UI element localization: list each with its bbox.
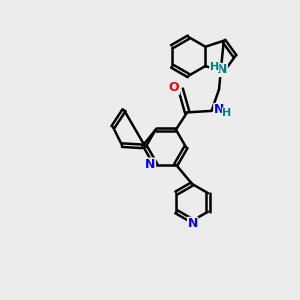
Text: H: H [210, 62, 219, 72]
Text: N: N [217, 63, 227, 76]
Text: H: H [222, 108, 232, 118]
Text: N: N [188, 217, 198, 230]
Text: N: N [214, 103, 224, 116]
Text: O: O [169, 81, 179, 94]
Text: N: N [145, 158, 155, 171]
